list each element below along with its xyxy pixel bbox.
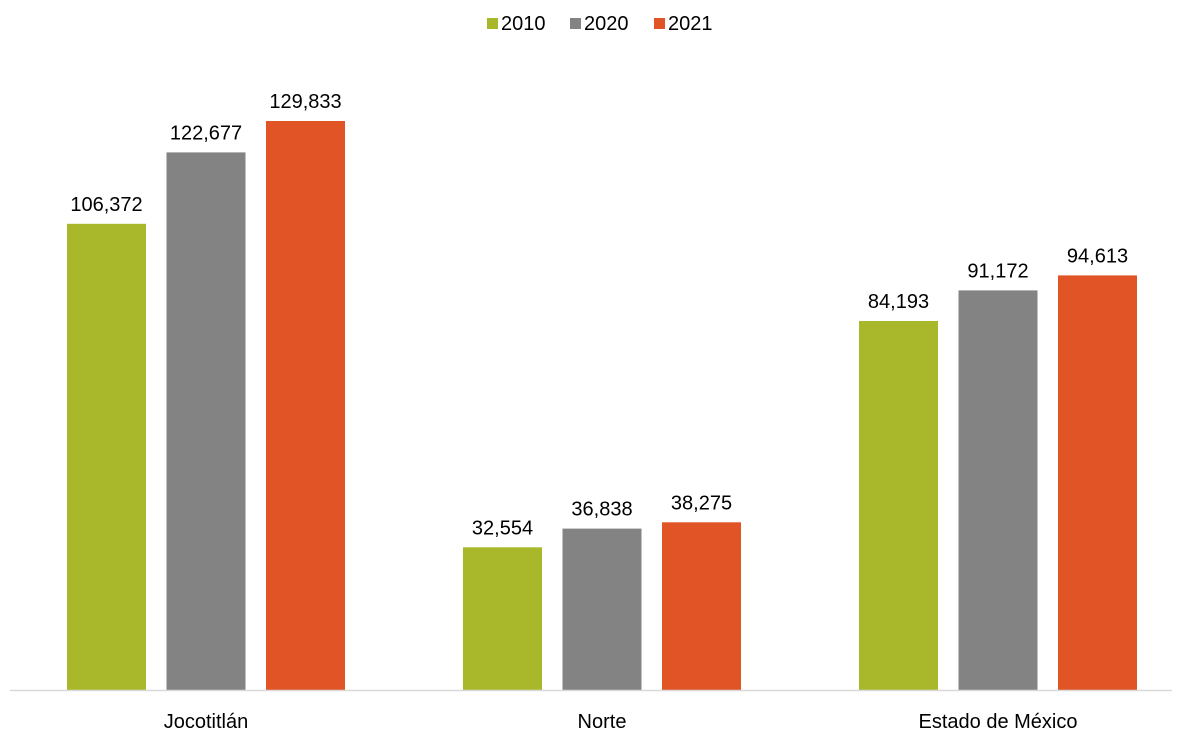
data-labels-group: 106,372 122,677 129,833 32,554 36,838 38,275 8… [70, 91, 1128, 539]
data-label-2020-2: 91,172 [967, 260, 1028, 282]
bar-2021-2 [1058, 275, 1137, 690]
bar-2010-2 [859, 321, 938, 690]
bar-2020-0 [166, 152, 246, 690]
data-label-2020-0: 122,677 [170, 122, 242, 144]
x-axis-tick-labels: Jocotitlán Norte Estado de México [164, 711, 1078, 733]
legend-swatch-2021 [654, 18, 665, 29]
data-label-2020-1: 36,838 [571, 499, 632, 521]
bar-2021-0 [266, 121, 345, 690]
chart-legend: 2010 2020 2021 [487, 13, 713, 35]
legend-swatch-2010 [487, 18, 498, 29]
data-label-2010-0: 106,372 [70, 194, 142, 216]
category-label-1: Norte [578, 711, 627, 733]
bar-2021-1 [662, 522, 741, 690]
legend-label-2021: 2021 [668, 13, 713, 35]
bar-2010-1 [463, 547, 542, 690]
legend-label-2020: 2020 [584, 13, 629, 35]
bar-2020-1 [562, 528, 642, 690]
bar-2010-0 [67, 223, 146, 691]
legend-label-2010: 2010 [501, 13, 546, 35]
category-label-0: Jocotitlán [164, 711, 249, 733]
data-label-2021-1: 38,275 [671, 492, 732, 514]
data-label-2010-1: 32,554 [472, 517, 533, 539]
bar-2020-2 [958, 290, 1038, 690]
bars-group [67, 121, 1137, 691]
data-label-2010-2: 84,193 [868, 291, 929, 313]
data-label-2021-2: 94,613 [1067, 245, 1128, 267]
category-label-2: Estado de México [919, 711, 1078, 733]
data-label-2021-0: 129,833 [269, 91, 341, 113]
legend-swatch-2020 [570, 18, 581, 29]
